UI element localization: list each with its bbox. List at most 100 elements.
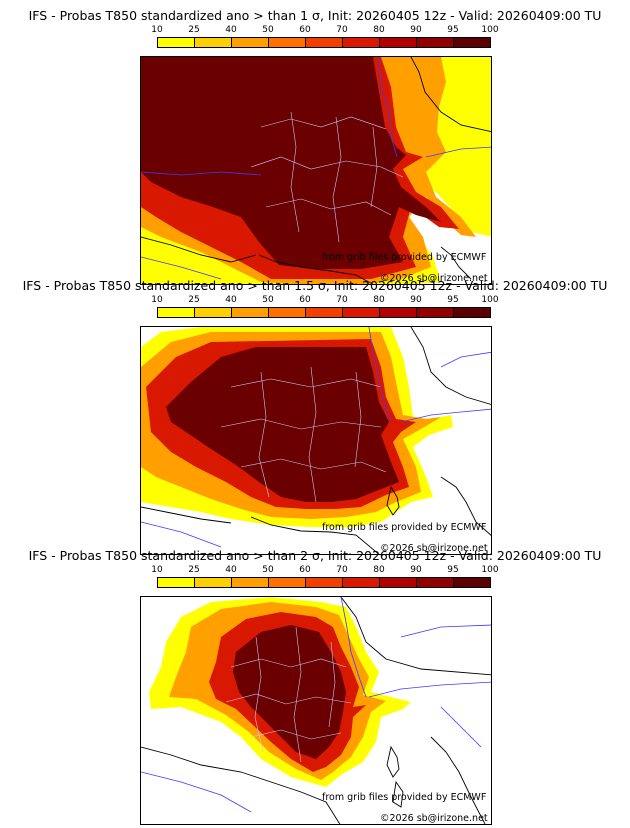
tick-label: 25 bbox=[188, 295, 200, 305]
colorbar-segment bbox=[380, 38, 417, 47]
tick-label: 60 bbox=[299, 295, 311, 305]
border-path bbox=[141, 256, 222, 280]
tick-label: 90 bbox=[410, 565, 422, 575]
border-path bbox=[220, 418, 382, 430]
coastline-path bbox=[141, 746, 341, 824]
colorbar bbox=[157, 307, 491, 318]
credit-source: from grib files provided by ECMWF bbox=[322, 792, 487, 803]
colorbar-ticks: 10 25 40 50 60 70 80 90 95 100 bbox=[151, 295, 498, 307]
colorbar-segment bbox=[269, 308, 306, 317]
colorbar-segment bbox=[158, 578, 195, 587]
coastlines bbox=[141, 57, 491, 284]
border-path bbox=[141, 171, 262, 176]
colorbar-segment bbox=[380, 308, 417, 317]
region-borders bbox=[220, 366, 387, 503]
colorbar bbox=[157, 37, 491, 48]
colorbar-segment bbox=[454, 38, 490, 47]
border-path bbox=[250, 729, 342, 740]
tick-label: 60 bbox=[299, 25, 311, 35]
border-path bbox=[141, 521, 222, 548]
colorbar-segment bbox=[195, 578, 232, 587]
coastline-path bbox=[386, 485, 400, 516]
tick-label: 40 bbox=[225, 565, 237, 575]
border-path bbox=[425, 146, 491, 158]
border-path bbox=[340, 597, 367, 698]
country-borders bbox=[141, 597, 491, 813]
border-path bbox=[141, 771, 252, 813]
coastline-path bbox=[141, 236, 257, 263]
probability-field bbox=[149, 597, 411, 787]
coastline-path bbox=[410, 327, 491, 405]
panel-title: IFS - Probas T850 standardized ano > tha… bbox=[22, 278, 608, 293]
region-borders bbox=[250, 111, 404, 243]
map-graphic bbox=[141, 597, 491, 824]
tick-label: 100 bbox=[481, 25, 499, 35]
tick-label: 100 bbox=[481, 565, 499, 575]
coastline-path bbox=[440, 476, 491, 536]
border-path bbox=[328, 641, 336, 728]
country-borders bbox=[141, 327, 491, 548]
map-graphic bbox=[141, 57, 491, 284]
coastline-path bbox=[340, 597, 491, 676]
coastline-path bbox=[386, 745, 400, 778]
tick-label: 40 bbox=[225, 25, 237, 35]
panel-3: IFS - Probas T850 standardized ano > tha… bbox=[0, 548, 630, 825]
tick-label: 70 bbox=[336, 295, 348, 305]
colorbar-segment bbox=[232, 578, 269, 587]
colorbar-segment bbox=[158, 38, 195, 47]
panel-1: IFS - Probas T850 standardized ano > tha… bbox=[0, 8, 630, 285]
colorbar-segment bbox=[232, 38, 269, 47]
coastline-path bbox=[410, 57, 491, 133]
tick-label: 50 bbox=[262, 295, 274, 305]
tick-label: 50 bbox=[262, 25, 274, 35]
colorbar-segment bbox=[306, 308, 343, 317]
coastlines bbox=[141, 327, 491, 554]
tick-label: 70 bbox=[336, 565, 348, 575]
border-path bbox=[293, 626, 302, 763]
border-path bbox=[230, 658, 347, 668]
colorbar-segment bbox=[306, 578, 343, 587]
map-graphic bbox=[141, 327, 491, 554]
border-path bbox=[230, 378, 382, 388]
coastlines bbox=[141, 597, 491, 824]
tick-label: 50 bbox=[262, 565, 274, 575]
border-path bbox=[258, 371, 270, 498]
coastline-path bbox=[440, 246, 472, 280]
border-path bbox=[368, 327, 392, 423]
colorbar-segment bbox=[195, 38, 232, 47]
colorbar-segment bbox=[380, 578, 417, 587]
border-path bbox=[368, 681, 491, 698]
border-path bbox=[370, 126, 378, 208]
colorbar-ticks: 10 25 40 50 60 70 80 90 95 100 bbox=[151, 565, 498, 577]
probability-map bbox=[140, 56, 492, 285]
border-path bbox=[265, 198, 392, 216]
border-path bbox=[400, 408, 491, 423]
tick-label: 80 bbox=[373, 25, 385, 35]
colorbar-segment bbox=[454, 578, 490, 587]
colorbar-segment bbox=[195, 308, 232, 317]
colorbar-segment bbox=[269, 578, 306, 587]
coastline-path bbox=[258, 254, 374, 284]
tick-label: 40 bbox=[225, 295, 237, 305]
colorbar-segment bbox=[454, 308, 490, 317]
tick-label: 25 bbox=[188, 565, 200, 575]
country-borders bbox=[141, 57, 491, 280]
border-path bbox=[240, 458, 387, 473]
border-path bbox=[308, 366, 317, 503]
border-path bbox=[260, 116, 387, 130]
border-path bbox=[332, 116, 342, 243]
colorbar-segment bbox=[306, 38, 343, 47]
colorbar bbox=[157, 577, 491, 588]
tick-label: 95 bbox=[447, 565, 459, 575]
panel-title: IFS - Probas T850 standardized ano > tha… bbox=[28, 8, 602, 23]
colorbar-segment bbox=[158, 308, 195, 317]
tick-label: 80 bbox=[373, 295, 385, 305]
coastline-path bbox=[250, 516, 380, 554]
credit-source: from grib files provided by ECMWF bbox=[322, 252, 487, 263]
colorbar-segment bbox=[417, 308, 454, 317]
coastline-path bbox=[430, 736, 486, 824]
border-path bbox=[225, 693, 352, 705]
credit-copyright: ©2026 sb@irizone.net bbox=[380, 273, 488, 284]
tick-label: 100 bbox=[481, 295, 499, 305]
border-path bbox=[254, 636, 264, 753]
